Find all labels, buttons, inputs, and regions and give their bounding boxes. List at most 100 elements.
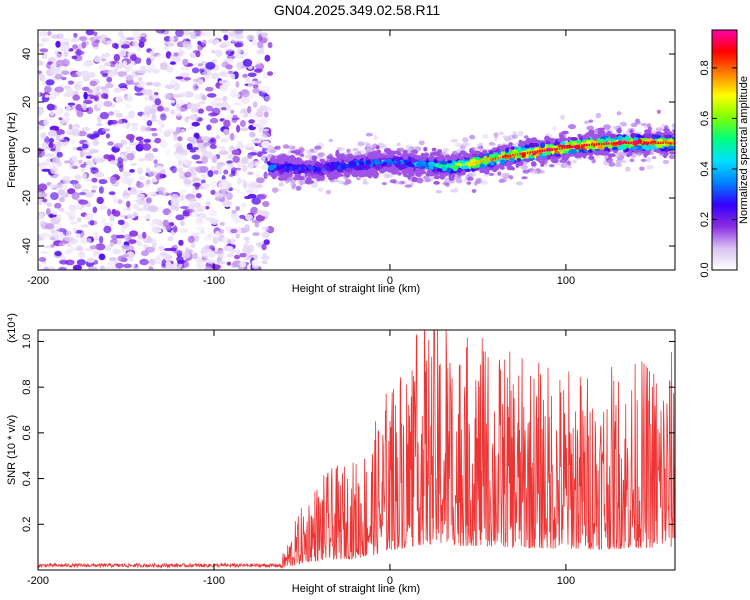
spectrogram-band-halo (605, 157, 614, 163)
spectrogram-noise-cell (236, 177, 242, 185)
spectrogram-band-halo (469, 134, 476, 140)
spectrogram-ridge-cell (489, 158, 492, 161)
spectrogram-noise-cell (154, 137, 162, 144)
spectrogram-noise-cell (50, 148, 56, 152)
spectrogram-noise-cell (80, 166, 85, 172)
spectrogram-noise-cell (173, 52, 179, 57)
spectrogram-noise-cell (230, 132, 235, 141)
spectrogram-noise-cell (107, 208, 112, 217)
spectrogram-band-cell (385, 164, 393, 168)
spectrogram-ridge-cell (524, 152, 526, 155)
spectrogram-band-cell (388, 150, 393, 155)
spectrogram-noise-cell (48, 142, 54, 148)
spectrogram-ridge-cell (507, 154, 509, 158)
spectrogram-noise-cell (182, 158, 189, 164)
spectrogram-noise-cell (175, 103, 181, 111)
spectrogram-noise-cell (148, 266, 154, 270)
spectrogram-noise-cell (124, 66, 130, 73)
spectrogram-noise-cell (263, 106, 272, 112)
spectrogram-noise-cell (135, 80, 146, 88)
spectrogram-noise-cell (243, 236, 250, 241)
spectrogram-band-cell (447, 160, 453, 164)
spectrogram-noise-cell (267, 42, 273, 49)
spectrogram-noise-cell (197, 142, 204, 148)
spectrogram-noise-cell (39, 31, 48, 37)
spectrogram-band-halo (560, 114, 565, 120)
spectrogram-noise-cell (234, 33, 244, 40)
spectrogram-noise-cell (60, 44, 68, 52)
spectrogram-noise-cell (106, 76, 113, 83)
spectrogram-noise-cell (109, 160, 117, 165)
spectrogram-noise-cell (131, 126, 138, 132)
spectrogram-band-cell (376, 149, 382, 155)
spectrogram-ridge-cell (603, 142, 605, 146)
spectrogram-ridge-cell (556, 147, 558, 151)
spectrogram-noise-cell (98, 235, 104, 244)
spectrogram-band-cell (570, 137, 578, 141)
spectrogram-noise-cell (131, 82, 140, 86)
spectrogram-band-cell (599, 138, 605, 143)
spectrogram-band-cell (268, 164, 275, 171)
spectrogram-noise-cell (248, 119, 255, 124)
spectrogram-noise-cell (117, 238, 122, 245)
spectrogram-band-cell (482, 149, 488, 155)
spectrogram-ridge-cell (546, 149, 549, 152)
spectrogram-ridge-cell (485, 159, 487, 162)
spectrogram-band-cell (297, 166, 302, 171)
spectrogram-noise-cell (117, 71, 127, 77)
spectrogram-noise-cell (146, 236, 153, 244)
spectrogram-noise-cell (39, 48, 49, 53)
spectrogram-noise-cell (226, 58, 234, 64)
spectrogram-ridge-cell (467, 162, 470, 166)
snr-ylabel: SNR (10 * v/v) (6, 415, 18, 485)
spectrogram-ridge-cell (470, 162, 472, 165)
spectrogram-noise-cell (164, 84, 175, 89)
spectrogram-noise-cell (170, 109, 175, 115)
spectrogram-noise-cell (186, 103, 197, 110)
spectrogram-noise-cell (110, 176, 117, 184)
spectrogram-ridge-cell (630, 141, 632, 144)
spectrogram-noise-cell (110, 123, 120, 128)
spectrogram-noise-cell (262, 131, 270, 138)
spectrogram-band-halo (572, 159, 577, 164)
spectrogram-xtick-label: 100 (557, 275, 575, 287)
spectrogram-noise-cell (96, 85, 101, 92)
spectrogram-ridge-cell (642, 141, 645, 144)
spectrogram-band-halo (471, 189, 477, 193)
spectrogram-noise-cell (202, 31, 211, 37)
spectrogram-band-halo (646, 156, 652, 163)
spectrogram-noise-cell (221, 30, 229, 34)
spectrogram-band-cell (501, 151, 505, 156)
spectrogram-band-halo (462, 137, 469, 143)
spectrogram-noise-cell (118, 199, 123, 204)
spectrogram-band-halo (383, 172, 390, 179)
spectrogram-band-cell (484, 169, 490, 175)
snr-ytick-label: 0.6 (21, 425, 33, 440)
spectrogram-noise-cell (232, 155, 240, 163)
spectrogram-noise-cell (142, 143, 152, 151)
spectrogram-noise-cell (93, 55, 101, 63)
spectrogram-noise-cell (124, 103, 132, 109)
spectrogram-noise-cell (50, 192, 59, 201)
spectrogram-noise-cell (78, 159, 83, 164)
spectrogram-noise-cell (53, 91, 60, 97)
spectrogram-noise-cell (256, 151, 264, 158)
spectrogram-ridge-cell (526, 151, 529, 155)
spectrogram-band-cell (311, 175, 319, 179)
spectrogram-noise-cell (64, 160, 71, 164)
spectrogram-noise-cell (240, 144, 246, 149)
spectrogram-band-cell (281, 168, 286, 173)
spectrogram-noise-cell (99, 111, 109, 120)
spectrogram-noise-cell (252, 83, 259, 89)
spectrogram-noise-cell (255, 173, 261, 179)
spectrogram-noise-cell (192, 252, 199, 260)
spectrogram-noise-cell (180, 66, 190, 71)
spectrogram-ridge-cell (622, 141, 625, 144)
spectrogram-noise-cell (70, 156, 77, 165)
spectrogram-noise-cell (61, 70, 70, 76)
spectrogram-noise-cell (62, 119, 69, 124)
spectrogram-band-cell (340, 163, 347, 170)
spectrogram-noise-cell (125, 74, 134, 81)
spectrogram-band-halo (640, 122, 648, 127)
spectrogram-noise-cell (165, 224, 172, 231)
